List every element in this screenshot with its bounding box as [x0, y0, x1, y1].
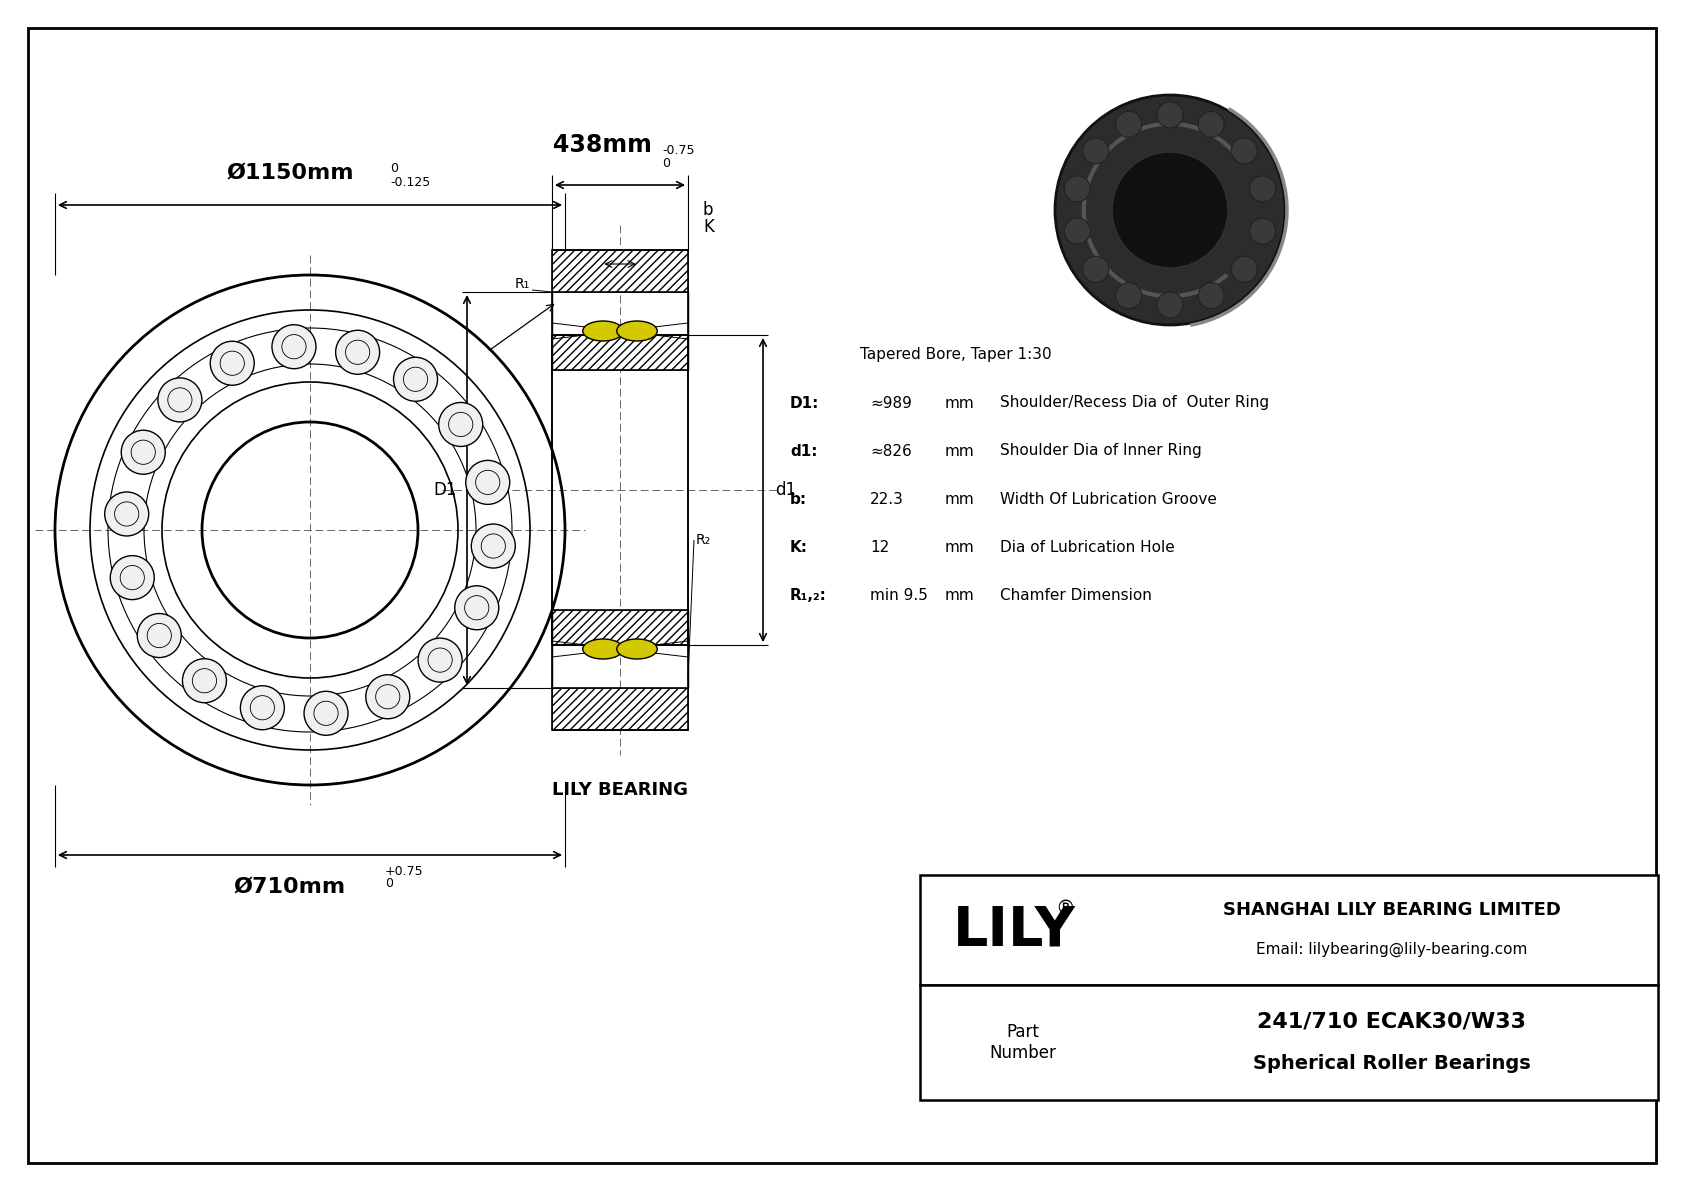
Circle shape	[121, 430, 165, 474]
Ellipse shape	[583, 322, 623, 341]
Circle shape	[241, 686, 285, 730]
Circle shape	[210, 342, 254, 385]
Bar	[552, 688, 689, 730]
Circle shape	[1250, 218, 1275, 244]
Circle shape	[1157, 102, 1182, 127]
Text: 0: 0	[386, 877, 392, 890]
Circle shape	[104, 492, 148, 536]
Text: K: K	[702, 218, 714, 236]
Circle shape	[1054, 95, 1285, 325]
Text: -0.75: -0.75	[662, 144, 694, 157]
Text: 12: 12	[871, 540, 889, 555]
Text: Tapered Bore, Taper 1:30: Tapered Bore, Taper 1:30	[861, 348, 1051, 362]
Text: ≈826: ≈826	[871, 443, 911, 459]
Text: min 9.5: min 9.5	[871, 587, 928, 603]
Text: mm: mm	[945, 492, 975, 506]
Ellipse shape	[583, 640, 623, 659]
Circle shape	[1199, 112, 1224, 137]
Text: R₂: R₂	[695, 534, 711, 547]
Bar	[552, 250, 689, 292]
Bar	[552, 335, 689, 370]
Circle shape	[138, 613, 182, 657]
Text: Ø1150mm: Ø1150mm	[226, 163, 354, 183]
Bar	[919, 985, 1659, 1100]
Text: mm: mm	[945, 395, 975, 411]
Text: -0.125: -0.125	[391, 176, 429, 189]
Circle shape	[1064, 218, 1090, 244]
Circle shape	[1083, 138, 1108, 164]
Bar	[552, 335, 689, 370]
Text: Chamfer Dimension: Chamfer Dimension	[1000, 587, 1152, 603]
Text: Dia of Lubrication Hole: Dia of Lubrication Hole	[1000, 540, 1175, 555]
Bar	[552, 250, 689, 292]
Circle shape	[1231, 256, 1258, 282]
Circle shape	[1199, 282, 1224, 308]
Circle shape	[1157, 292, 1182, 318]
Text: mm: mm	[945, 540, 975, 555]
Text: ®: ®	[1056, 898, 1076, 917]
Text: R₁,₂:: R₁,₂:	[790, 587, 827, 603]
Ellipse shape	[616, 640, 657, 659]
Text: mm: mm	[945, 443, 975, 459]
Text: d1:: d1:	[790, 443, 817, 459]
Circle shape	[271, 325, 317, 369]
Text: 22.3: 22.3	[871, 492, 904, 506]
Text: R₁: R₁	[515, 278, 530, 291]
Ellipse shape	[616, 322, 657, 341]
Text: Spherical Roller Bearings: Spherical Roller Bearings	[1253, 1054, 1531, 1073]
Circle shape	[394, 357, 438, 401]
Circle shape	[466, 461, 510, 504]
Text: Shoulder Dia of Inner Ring: Shoulder Dia of Inner Ring	[1000, 443, 1202, 459]
Text: LILY: LILY	[953, 903, 1076, 958]
Circle shape	[1111, 152, 1228, 268]
Text: b:: b:	[790, 492, 807, 506]
Circle shape	[1064, 176, 1090, 201]
Circle shape	[158, 378, 202, 422]
Text: D1:: D1:	[790, 395, 820, 411]
Circle shape	[1231, 138, 1258, 164]
Text: Width Of Lubrication Groove: Width Of Lubrication Groove	[1000, 492, 1218, 506]
Text: Part
Number: Part Number	[989, 1023, 1056, 1062]
Circle shape	[455, 586, 498, 630]
Circle shape	[109, 556, 155, 599]
Text: 0: 0	[662, 157, 670, 170]
Text: 438mm: 438mm	[552, 133, 652, 157]
Text: D1: D1	[433, 481, 456, 499]
Text: K:: K:	[790, 540, 808, 555]
Circle shape	[335, 330, 379, 374]
Text: mm: mm	[945, 587, 975, 603]
Circle shape	[440, 403, 483, 447]
Circle shape	[418, 638, 461, 682]
Text: LILY BEARING: LILY BEARING	[552, 781, 689, 799]
Text: b: b	[702, 201, 714, 219]
Text: SHANGHAI LILY BEARING LIMITED: SHANGHAI LILY BEARING LIMITED	[1223, 902, 1561, 919]
Circle shape	[365, 675, 409, 718]
Bar	[552, 610, 689, 646]
Bar	[919, 875, 1659, 985]
Circle shape	[1083, 256, 1108, 282]
Text: 241/710 ECAK30/W33: 241/710 ECAK30/W33	[1256, 1012, 1526, 1031]
Text: +0.75: +0.75	[386, 865, 424, 878]
Bar	[552, 688, 689, 730]
Circle shape	[182, 659, 226, 703]
Circle shape	[472, 524, 515, 568]
Text: 0: 0	[391, 162, 397, 175]
Circle shape	[1116, 112, 1142, 137]
Text: Ø710mm: Ø710mm	[234, 877, 347, 897]
Text: d1: d1	[775, 481, 797, 499]
Text: Email: lilybearing@lily-bearing.com: Email: lilybearing@lily-bearing.com	[1256, 942, 1527, 958]
Text: ≈989: ≈989	[871, 395, 911, 411]
Circle shape	[1250, 176, 1275, 201]
Text: Shoulder/Recess Dia of  Outer Ring: Shoulder/Recess Dia of Outer Ring	[1000, 395, 1270, 411]
Circle shape	[1116, 282, 1142, 308]
Circle shape	[305, 691, 349, 735]
Bar	[552, 610, 689, 646]
